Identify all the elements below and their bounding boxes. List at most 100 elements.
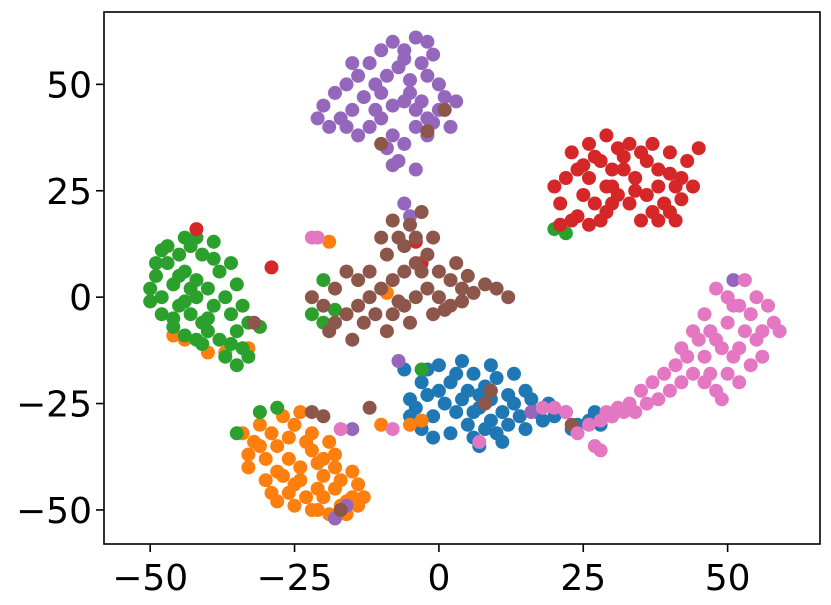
- data-point: [582, 171, 596, 185]
- data-point: [714, 341, 729, 356]
- data-point: [576, 158, 591, 173]
- data-point: [420, 34, 435, 49]
- data-point: [414, 205, 429, 219]
- data-point: [472, 434, 487, 449]
- data-point: [443, 273, 458, 288]
- data-point: [218, 290, 233, 305]
- data-point: [449, 405, 464, 420]
- data-point: [241, 447, 256, 462]
- data-point: [743, 358, 758, 373]
- data-point: [726, 273, 741, 288]
- data-point: [443, 119, 458, 134]
- data-point: [697, 349, 712, 364]
- data-point: [749, 332, 764, 347]
- data-point: [368, 102, 383, 117]
- data-point: [345, 56, 360, 71]
- data-point: [235, 298, 250, 313]
- data-point: [426, 47, 441, 62]
- data-point: [772, 324, 787, 339]
- data-point: [270, 494, 285, 509]
- data-point: [362, 264, 377, 279]
- data-point: [351, 68, 366, 83]
- data-point: [351, 273, 366, 288]
- data-point: [449, 256, 464, 271]
- data-point: [229, 358, 244, 373]
- data-point: [362, 400, 377, 415]
- data-point: [293, 460, 308, 475]
- data-point: [281, 451, 296, 466]
- data-point: [616, 149, 631, 164]
- data-point: [547, 400, 562, 415]
- data-point: [501, 417, 516, 432]
- data-point: [628, 171, 643, 185]
- data-point: [478, 277, 493, 292]
- data-point: [351, 477, 366, 492]
- data-point: [518, 422, 533, 437]
- data-point: [333, 473, 348, 488]
- data-point: [662, 383, 677, 398]
- data-point: [743, 307, 758, 322]
- data-point: [374, 85, 389, 100]
- data-point: [177, 230, 192, 245]
- data-point: [154, 290, 169, 305]
- data-point: [304, 405, 319, 420]
- data-point: [322, 434, 337, 449]
- data-point: [426, 307, 441, 322]
- data-point: [437, 102, 452, 117]
- data-point: [258, 451, 273, 466]
- data-point: [241, 460, 256, 475]
- data-point: [483, 383, 498, 398]
- data-point: [328, 281, 342, 296]
- data-point: [281, 430, 296, 445]
- y-tick-label: 25: [46, 172, 92, 213]
- data-point: [455, 281, 469, 296]
- data-point: [599, 179, 614, 194]
- data-point: [397, 264, 412, 279]
- data-point: [270, 464, 285, 479]
- data-point: [143, 281, 158, 296]
- data-point: [408, 230, 423, 245]
- data-point: [304, 503, 319, 517]
- data-point: [299, 490, 314, 505]
- data-point: [154, 307, 169, 322]
- data-point: [714, 392, 729, 407]
- data-point: [645, 375, 660, 390]
- data-point: [414, 56, 429, 71]
- data-point: [668, 179, 683, 194]
- data-point: [426, 409, 441, 424]
- data-point: [668, 358, 683, 373]
- data-point: [414, 375, 429, 390]
- data-point: [356, 90, 371, 105]
- data-point: [374, 230, 389, 245]
- x-tick-label: 50: [705, 558, 751, 599]
- data-point: [270, 439, 285, 454]
- data-point: [593, 213, 608, 228]
- data-point: [241, 349, 256, 364]
- data-point: [651, 162, 666, 177]
- data-point: [697, 307, 712, 322]
- data-point: [368, 307, 383, 322]
- data-point: [431, 290, 446, 305]
- data-point: [200, 324, 215, 339]
- y-axis: −50 −25 0 25 50: [16, 65, 104, 532]
- data-point: [206, 234, 221, 249]
- data-point: [501, 290, 516, 305]
- data-point: [437, 396, 452, 411]
- data-point: [397, 239, 412, 254]
- data-point: [224, 307, 238, 322]
- data-point: [431, 383, 446, 398]
- data-point: [345, 422, 360, 437]
- data-point: [322, 324, 337, 339]
- plot-frame: [103, 11, 821, 545]
- data-point: [403, 217, 417, 232]
- data-point: [582, 417, 596, 432]
- data-point: [599, 405, 614, 420]
- data-point: [229, 277, 244, 292]
- data-point: [564, 145, 579, 160]
- data-point: [651, 179, 666, 194]
- data-point: [385, 158, 400, 173]
- data-point: [449, 94, 464, 109]
- data-point: [547, 179, 562, 194]
- data-point: [385, 213, 400, 228]
